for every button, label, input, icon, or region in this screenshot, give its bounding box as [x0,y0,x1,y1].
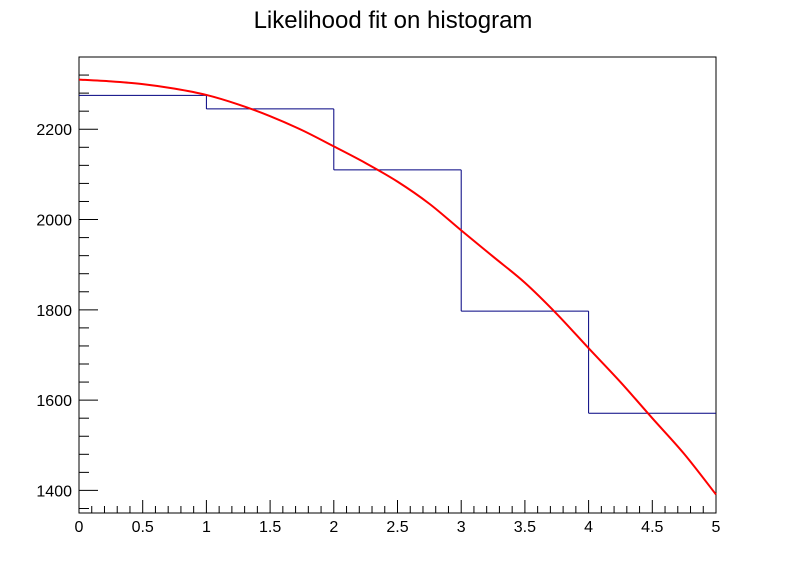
y-tick-label-4: 2200 [36,122,72,139]
x-tick-label-8: 4 [584,519,593,536]
x-tick-label-1: 0.5 [132,519,154,536]
x-tick-label-5: 2.5 [386,519,408,536]
x-tick-label-3: 1.5 [259,519,281,536]
axes: 0 0.5 1 1.5 2 2.5 3 3.5 4 4.5 5 1400 1600 1800 2000 220… [36,56,721,536]
x-tick-label-4: 2 [329,519,338,536]
histogram [79,94,716,414]
fit-line [78,78,717,496]
x-tick-label-6: 3 [457,519,466,536]
x-tick-label-10: 5 [712,519,721,536]
x-tick-label-0: 0 [75,519,84,536]
chart-title: Likelihood fit on histogram [254,7,533,34]
x-tick-label-2: 1 [202,519,211,536]
fit-curve [78,78,717,496]
plot-frame [78,56,717,514]
x-tick-label-7: 3.5 [514,519,536,536]
y-tick-label-1: 1600 [36,393,72,410]
y-tick-label-2: 1800 [36,303,72,320]
y-tick-label-3: 2000 [36,213,72,230]
x-tick-label-9: 4.5 [641,519,663,536]
y-tick-label-0: 1400 [36,483,72,500]
